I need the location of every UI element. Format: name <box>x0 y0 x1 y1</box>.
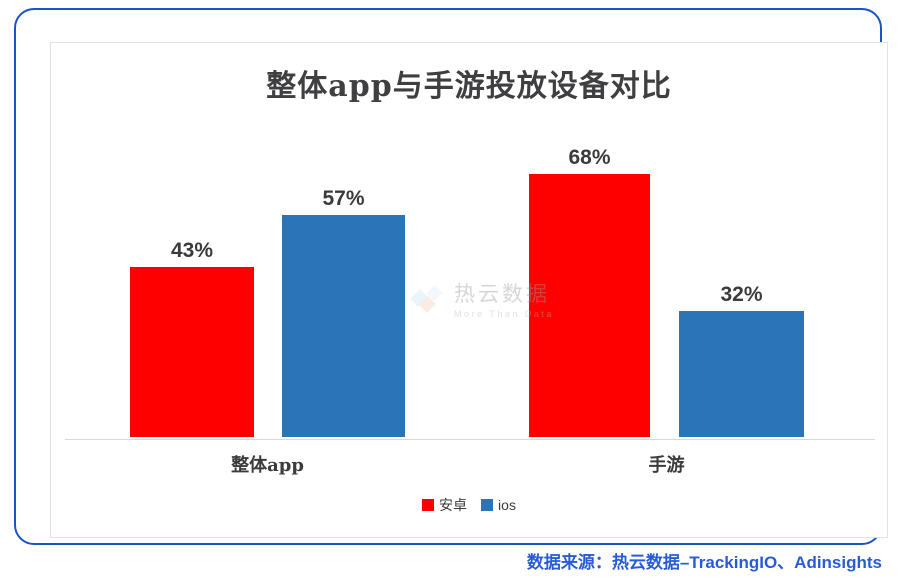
outer-frame: 整体app与手游投放设备对比 43% 57% 整体app 68% 32% 手游 <box>14 8 888 545</box>
chart-title: 整体app与手游投放设备对比 <box>266 69 672 104</box>
legend-label-android: 安卓 <box>439 497 468 513</box>
bar-android-group1[interactable] <box>130 267 254 437</box>
plot-area: 43% 57% 整体app 68% 32% 手游 <box>51 43 887 537</box>
chart-legend: 安卓 ios <box>51 495 887 515</box>
bar-label-ios-group2: 32% <box>720 283 763 306</box>
chart-card: 整体app与手游投放设备对比 43% 57% 整体app 68% 32% 手游 <box>50 42 888 538</box>
bar-ios-group1[interactable] <box>282 215 405 437</box>
source-attribution: 数据来源：热云数据–TrackingIO、Adinsights <box>526 553 882 572</box>
bar-label-android-group1: 43% <box>170 239 214 262</box>
category-label-group1: 整体app <box>231 455 304 476</box>
bar-label-ios-group1: 57% <box>322 187 365 210</box>
legend-item-ios[interactable]: ios <box>481 497 516 513</box>
legend-swatch-android-icon <box>422 499 435 511</box>
legend-swatch-ios-icon <box>481 499 494 511</box>
axis-baseline <box>65 439 875 440</box>
bar-ios-group2[interactable] <box>679 311 804 437</box>
category-label-group2: 手游 <box>648 455 685 476</box>
bar-label-android-group2: 68% <box>568 146 611 169</box>
legend-label-ios: ios <box>498 497 516 513</box>
bar-android-group2[interactable] <box>529 174 650 437</box>
legend-item-android[interactable]: 安卓 <box>422 495 467 515</box>
